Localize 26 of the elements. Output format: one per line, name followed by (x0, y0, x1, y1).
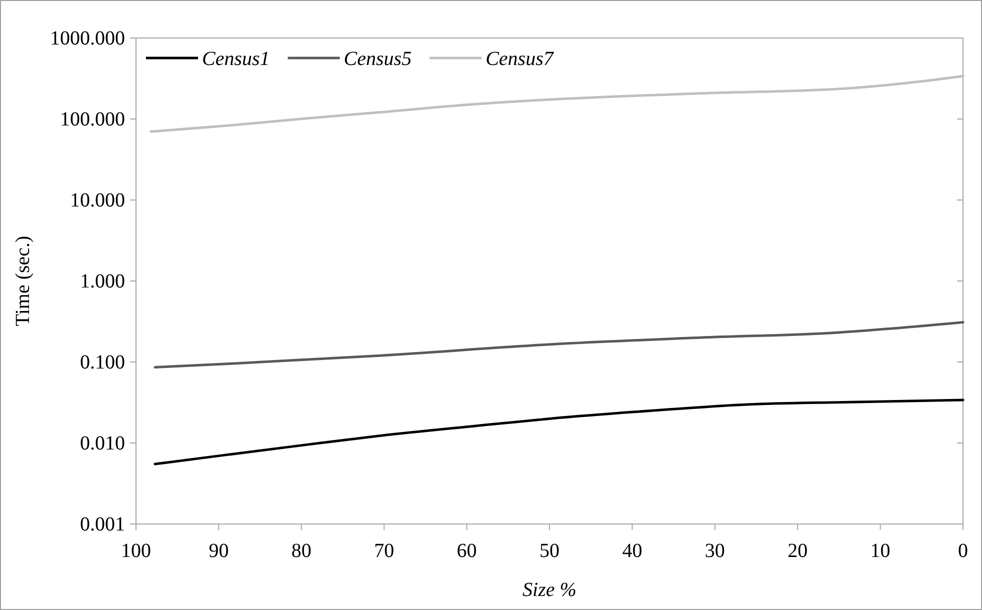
x-tick-label: 90 (208, 540, 229, 562)
x-tick-label: 10 (870, 540, 890, 562)
legend-label: Census1 (202, 48, 270, 70)
line-series (154, 320, 964, 369)
x-tick-label: 30 (704, 540, 725, 562)
x-tick-label: 100 (121, 540, 151, 562)
y-tick-label: 0.100 (80, 351, 125, 374)
y-tick-label: 0.001 (80, 513, 125, 536)
legend-label: Census5 (344, 48, 412, 70)
y-tick-label: 1.000 (80, 270, 125, 292)
x-tick-label: 50 (540, 540, 560, 562)
line-series (150, 74, 964, 133)
y-tick-label: 0.010 (80, 432, 125, 454)
y-axis-title: Time (sec.) (12, 236, 34, 326)
y-tick-label: 100.000 (60, 108, 125, 130)
x-tick-label: 40 (622, 540, 642, 562)
line-series (154, 398, 964, 466)
x-tick-label: 80 (291, 540, 312, 562)
x-tick-label: 70 (374, 540, 394, 562)
y-tick-label: 1000.000 (50, 27, 125, 50)
x-axis-title: Size % (522, 579, 576, 601)
legend-label: Census7 (486, 48, 554, 70)
x-tick-label: 60 (456, 540, 477, 562)
y-tick-label: 10.000 (70, 189, 125, 212)
x-tick-label: 0 (958, 540, 968, 562)
x-tick-label: 20 (788, 540, 808, 562)
